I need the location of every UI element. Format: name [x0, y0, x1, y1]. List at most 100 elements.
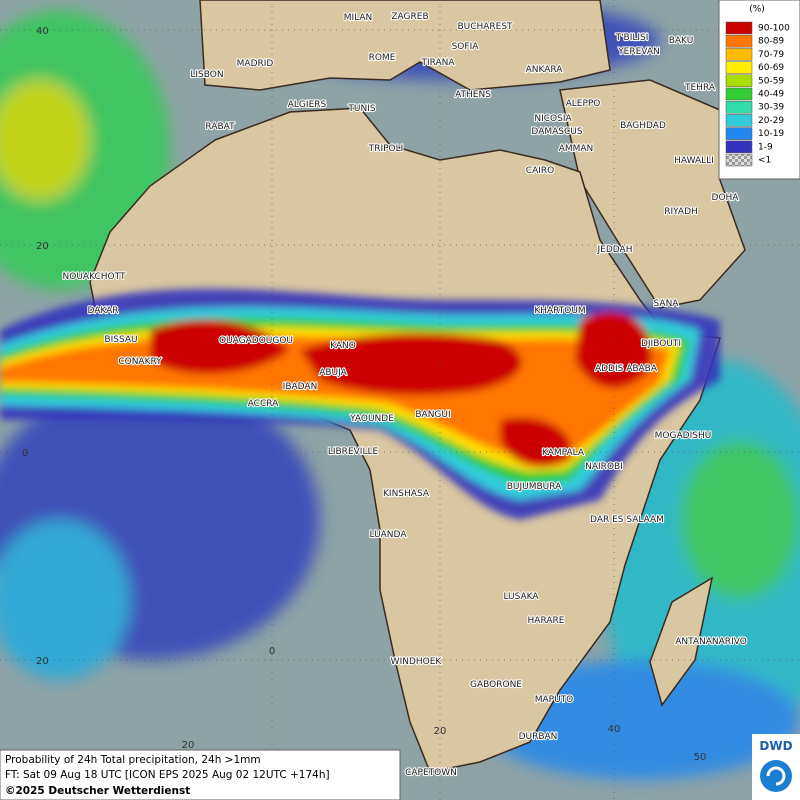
city-label: NAIROBI	[585, 462, 623, 472]
city-label: IBADAN	[283, 382, 318, 392]
legend-swatch	[725, 153, 753, 167]
city-label: YAOUNDE	[349, 414, 394, 424]
city-label: DJIBOUTI	[641, 339, 681, 349]
legend-swatch	[725, 61, 753, 74]
legend-label: 50-59	[758, 76, 784, 86]
legend-swatch	[725, 21, 753, 35]
city-label: DOHA	[712, 193, 740, 203]
city-label: KANO	[330, 341, 356, 351]
legend-title: (%)	[749, 5, 765, 15]
city-label: CAIRO	[526, 166, 554, 176]
city-label: ZAGREB	[391, 12, 428, 22]
city-label: KINSHASA	[383, 489, 430, 499]
city-label: DAR ES SALAAM	[590, 515, 664, 525]
city-label: HAWALLI	[674, 156, 714, 166]
legend-swatch	[725, 100, 753, 114]
logo: DWD	[752, 734, 800, 800]
footer: Probability of 24h Total precipitation, …	[0, 749, 401, 800]
footer-line: Probability of 24h Total precipitation, …	[5, 754, 261, 766]
legend-label: 70-79	[758, 50, 784, 60]
city-label: MILAN	[344, 13, 373, 23]
legend-label: 40-49	[758, 90, 784, 100]
city-label: DAMASCUS	[531, 127, 582, 137]
city-label: LIBREVILLE	[328, 447, 379, 457]
city-label: BUCHAREST	[457, 22, 513, 32]
legend-label: <1	[758, 156, 771, 166]
city-label: JEDDAH	[597, 245, 633, 255]
city-label: NICOSIA	[534, 114, 572, 124]
city-label: MADRID	[237, 59, 274, 69]
city-label: LISBON	[190, 70, 223, 80]
city-label: BAKU	[669, 36, 694, 46]
city-label: ACCRA	[248, 399, 279, 409]
legend-label: 90-100	[758, 24, 790, 34]
legend-swatch	[725, 127, 753, 140]
city-label: BAGHDAD	[620, 121, 666, 131]
city-label: ANKARA	[526, 65, 564, 75]
lat-label: 20	[36, 656, 49, 667]
lat-label: 40	[36, 26, 49, 37]
city-label: BISSAU	[104, 335, 137, 345]
lon-label: 0	[269, 646, 275, 657]
city-label: KHARTOUM	[534, 306, 585, 316]
city-label: AMMAN	[559, 144, 594, 154]
labels: MILAN ZAGREB BUCHAREST T'BILISI BAKU MADRID RO…	[22, 11, 748, 779]
city-label: CONAKRY	[118, 357, 162, 367]
footer-line: ©2025 Deutscher Wetterdienst	[5, 785, 190, 797]
city-label: DURBAN	[519, 732, 558, 742]
land-precip	[0, 288, 720, 520]
city-label: TRIPOLI	[368, 144, 404, 154]
legend-swatch	[725, 74, 753, 88]
lon-label: 20	[434, 726, 447, 737]
lat-label: 0	[22, 448, 28, 459]
legend-swatch	[725, 34, 753, 48]
city-label: DAKAR	[87, 306, 118, 316]
lon-label: 20	[182, 740, 195, 751]
city-label: BANGUI	[415, 410, 450, 420]
city-label: ALGIERS	[288, 100, 327, 110]
lon-label: 40	[608, 724, 621, 735]
city-label: ROME	[369, 53, 396, 63]
legend-swatch	[725, 140, 753, 154]
city-label: TUNIS	[347, 104, 375, 114]
city-label: ADDIS ABABA	[595, 364, 658, 374]
city-label: ANTANANARIVO	[675, 637, 747, 647]
lon-label: 50	[694, 752, 707, 763]
legend-label: 1-9	[758, 142, 773, 152]
city-label: TEHRA	[684, 83, 716, 93]
city-label: LUSAKA	[503, 592, 539, 602]
lat-label: 20	[36, 241, 49, 252]
city-label: T'BILISI	[615, 33, 649, 43]
city-label: SANA	[654, 299, 680, 309]
city-label: ABUJA	[319, 368, 347, 378]
city-label: BUJUMBURA	[507, 482, 562, 492]
city-label: MAPUTO	[535, 695, 574, 705]
city-label: TIRANA	[420, 58, 455, 68]
city-label: KAMPALA	[542, 448, 585, 458]
city-label: GABORONE	[470, 680, 522, 690]
city-label: ALEPPO	[566, 99, 601, 109]
city-label: RABAT	[205, 122, 235, 132]
legend-swatch	[725, 48, 753, 61]
city-label: MOGADISHU	[655, 431, 712, 441]
city-label: NOUAKCHOTT	[63, 272, 126, 282]
legend-label: 60-69	[758, 63, 784, 73]
legend-label: 20-29	[758, 116, 784, 126]
footer-line: FT: Sat 09 Aug 18 UTC [ICON EPS 2025 Aug…	[5, 769, 330, 781]
legend-label: 80-89	[758, 37, 784, 47]
city-label: YEREVAN	[617, 47, 660, 57]
city-label: CAPETOWN	[405, 768, 457, 778]
legend-swatch	[725, 87, 753, 101]
city-label: OUAGADOUGOU	[219, 336, 293, 346]
city-label: WINDHOEK	[391, 657, 443, 667]
city-label: ATHENS	[455, 90, 491, 100]
city-label: SOFIA	[452, 42, 480, 52]
legend-swatch	[725, 114, 753, 127]
city-label: LUANDA	[370, 530, 408, 540]
city-label: RIYADH	[664, 207, 698, 217]
legend-label: 30-39	[758, 103, 784, 113]
city-label: HARARE	[528, 616, 565, 626]
logo-text: DWD	[759, 739, 792, 753]
